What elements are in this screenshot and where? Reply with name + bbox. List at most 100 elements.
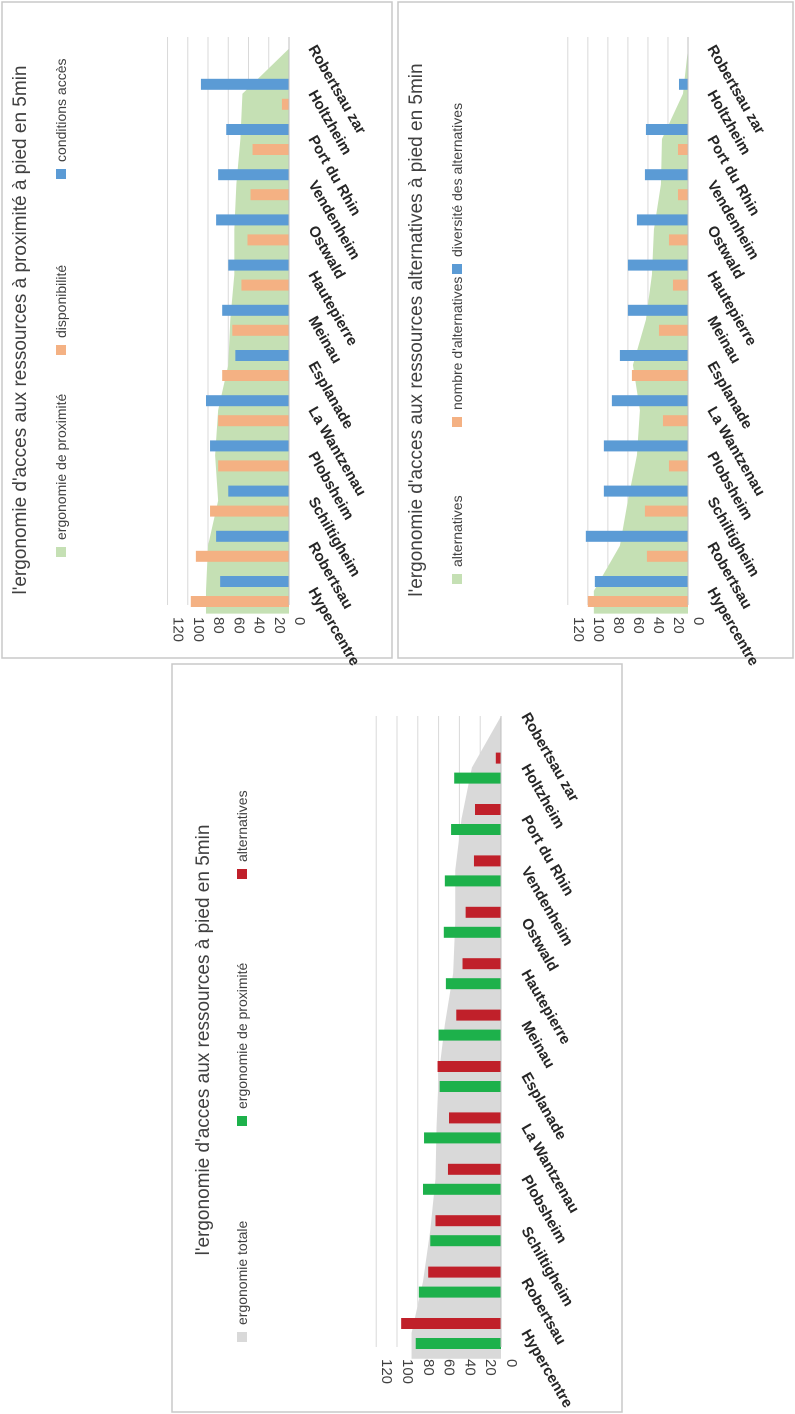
bar-series2 — [495, 752, 501, 764]
legend-swatch — [56, 169, 66, 179]
bar-series1 — [672, 279, 688, 291]
bar-series2 — [205, 395, 289, 407]
y-tick-label: 120 — [570, 617, 587, 642]
y-tick-label: 40 — [650, 617, 667, 634]
bar-series2 — [465, 906, 501, 918]
bar-series2 — [473, 855, 501, 867]
bar-series1 — [443, 926, 501, 938]
bar-series2 — [462, 958, 501, 970]
legend-swatch — [452, 417, 462, 427]
bar-series1 — [415, 1338, 501, 1349]
y-tick-label: 100 — [590, 617, 607, 642]
bar-series2 — [216, 530, 289, 542]
bar-series1 — [445, 978, 501, 990]
bar-series2 — [627, 259, 688, 271]
bar-series1 — [454, 772, 501, 784]
bar-series1 — [451, 824, 501, 835]
bar-series1 — [439, 1081, 501, 1092]
bar-series2 — [603, 485, 688, 497]
bar-series1 — [252, 144, 289, 155]
bar-series2 — [627, 304, 688, 316]
bar-series1 — [424, 1132, 501, 1144]
bar-series1 — [190, 596, 289, 607]
bar-series1 — [438, 1029, 501, 1041]
y-tick-label: 100 — [190, 617, 207, 642]
bar-series2 — [449, 1112, 501, 1124]
y-tick-label: 20 — [670, 617, 687, 634]
legend-label: alternatives — [449, 495, 465, 567]
bar-series1 — [241, 279, 289, 291]
y-tick-label: 60 — [630, 617, 647, 634]
legend-label: ergonomie de proximité — [234, 962, 250, 1109]
y-tick-label: 100 — [399, 1359, 416, 1384]
y-tick-label: 0 — [503, 1359, 520, 1367]
bar-series2 — [678, 78, 688, 90]
bar-series1 — [195, 550, 289, 562]
chart-title: l'ergonomie d'acces aux ressources à pro… — [10, 66, 31, 595]
bar-series2 — [645, 124, 688, 135]
bar-series1 — [247, 234, 289, 246]
legend-swatch — [56, 547, 66, 557]
legend-swatch — [452, 264, 462, 274]
y-tick-label: 120 — [170, 617, 187, 642]
bar-series2 — [228, 259, 289, 271]
bar-series1 — [631, 370, 688, 381]
bar-series2 — [226, 124, 289, 135]
bar-series1 — [677, 144, 688, 155]
legend-swatch — [237, 1332, 247, 1342]
bar-series2 — [603, 440, 688, 452]
bar-series1 — [444, 875, 501, 887]
bar-series1 — [232, 324, 289, 336]
bar-series1 — [222, 370, 289, 381]
y-tick-label: 40 — [461, 1359, 478, 1376]
bar-series1 — [644, 505, 688, 517]
legend-label: disponibilité — [53, 265, 69, 338]
bar-series1 — [281, 98, 289, 110]
chart-title: l'ergonomie d'acces aux ressources alter… — [406, 63, 427, 596]
bar-series1 — [418, 1286, 501, 1298]
y-tick-label: 0 — [690, 617, 707, 625]
y-tick-label: 20 — [271, 617, 288, 634]
bar-series1 — [423, 1183, 501, 1195]
bar-series2 — [456, 1009, 501, 1021]
legend-label: diversité des alternatives — [449, 103, 465, 257]
legend-swatch — [56, 345, 66, 355]
bar-series2 — [401, 1318, 501, 1329]
bar-series1 — [587, 596, 688, 607]
bar-series1 — [430, 1235, 501, 1247]
legend-label: ergonomie totale — [234, 1220, 250, 1325]
bar-series1 — [677, 189, 688, 201]
bar-series2 — [222, 304, 289, 316]
bar-series2 — [644, 169, 688, 181]
bar-series2 — [210, 440, 289, 452]
chart-frame-proximite — [1, 1, 393, 659]
bar-series1 — [668, 460, 688, 472]
bar-series1 — [218, 415, 289, 427]
legend-label: nombre d'alternatives — [449, 277, 465, 410]
bar-series2 — [585, 530, 688, 542]
y-tick-label: 60 — [230, 617, 247, 634]
legend-label: alternatives — [234, 790, 250, 862]
bar-series2 — [216, 214, 289, 226]
area-series — [593, 37, 688, 614]
bar-series2 — [218, 169, 289, 181]
bar-series2 — [636, 214, 688, 226]
bar-series2 — [235, 350, 289, 361]
legend-label: ergonomie de proximité — [53, 393, 69, 540]
y-tick-label: 40 — [251, 617, 268, 634]
y-tick-label: 20 — [482, 1359, 499, 1376]
y-tick-label: 0 — [291, 617, 308, 625]
bar-series2 — [611, 395, 688, 407]
legend-swatch — [237, 1116, 247, 1126]
bar-series2 — [200, 78, 289, 90]
bar-series1 — [218, 460, 289, 472]
bar-series2 — [619, 350, 688, 361]
bar-series2 — [437, 1061, 501, 1072]
bar-series2 — [594, 576, 688, 587]
bar-series1 — [662, 415, 688, 427]
y-tick-label: 60 — [441, 1359, 458, 1376]
bar-series2 — [475, 804, 501, 815]
legend-swatch — [452, 574, 462, 584]
bar-series1 — [210, 505, 289, 517]
